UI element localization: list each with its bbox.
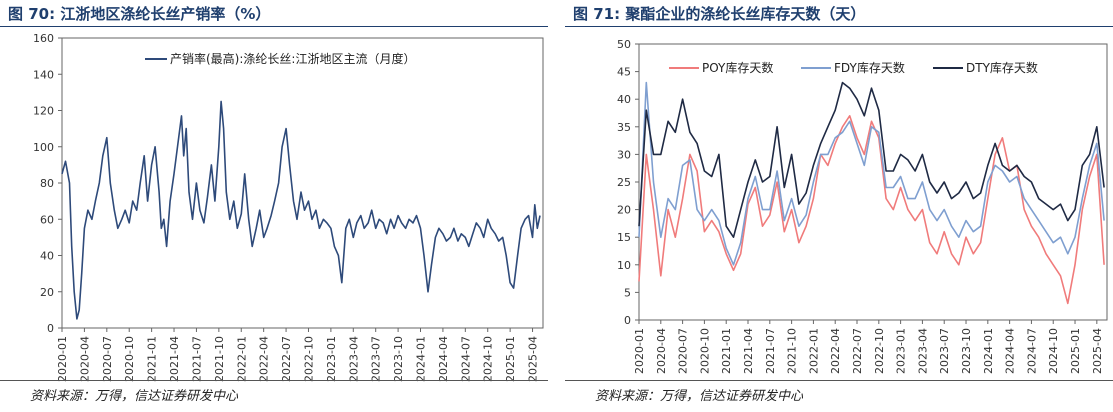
left-chart-source: 资料来源：万得，信达证券研发中心 bbox=[30, 389, 239, 404]
chart0-ytick-label-1: 20 bbox=[40, 286, 54, 299]
chart0-xtick-label-6: 2021-07 bbox=[190, 336, 203, 382]
chart1-xtick-label-4: 2021-01 bbox=[720, 328, 733, 374]
chart1-ytick-label-0: 0 bbox=[624, 314, 631, 327]
chart0-ytick-label-6: 120 bbox=[33, 105, 54, 118]
chart0-ytick-label-0: 0 bbox=[47, 322, 54, 335]
left-chart-title: 图 70: 江浙地区涤纶长丝产销率（%） bbox=[8, 5, 271, 23]
chart0-xtick-label-11: 2022-10 bbox=[302, 336, 315, 382]
left-source-divider bbox=[0, 380, 548, 381]
chart0-xtick-label-13: 2023-04 bbox=[347, 336, 360, 382]
chart1-ytick-label-10: 50 bbox=[617, 38, 631, 51]
chart0-xtick-label-8: 2022-01 bbox=[235, 336, 248, 382]
chart1-xtick-label-10: 2022-07 bbox=[851, 328, 864, 374]
chart1-ytick-label-8: 40 bbox=[617, 93, 631, 106]
chart1-xtick-label-5: 2021-04 bbox=[742, 328, 755, 374]
chart1-xtick-label-3: 2020-10 bbox=[698, 328, 711, 374]
chart1-ytick-label-5: 25 bbox=[617, 176, 631, 189]
chart1-ytick-label-6: 30 bbox=[617, 148, 631, 161]
chart0-xtick-label-12: 2023-01 bbox=[325, 336, 338, 382]
chart1-ytick-label-2: 10 bbox=[617, 259, 631, 272]
right-chart-svg: 0 5 10 15 20 25 30 35 40 45 50 2020-01 2020-04 2020-0… bbox=[617, 38, 1108, 374]
left-title-divider bbox=[0, 26, 548, 27]
chart1-xtick-label-18: 2024-07 bbox=[1025, 328, 1038, 374]
chart1-xtick-label-7: 2021-10 bbox=[786, 328, 799, 374]
chart1-xtick-label-9: 2022-04 bbox=[829, 328, 842, 374]
chart0-ytick-label-3: 60 bbox=[40, 213, 54, 226]
chart1-plot-frame bbox=[638, 43, 1108, 321]
chart1-ytick-label-1: 5 bbox=[624, 286, 631, 299]
chart1-xtick-label-13: 2023-04 bbox=[916, 328, 929, 374]
chart0-ytick-label-4: 80 bbox=[40, 177, 54, 190]
chart1-xtick-label-21: 2025-04 bbox=[1091, 328, 1104, 374]
chart0-xtick-label-7: 2021-10 bbox=[213, 336, 226, 382]
right-title-divider bbox=[565, 26, 1113, 27]
chart0-xtick-label-14: 2023-07 bbox=[370, 336, 383, 382]
chart0-xtick-label-17: 2024-04 bbox=[437, 336, 450, 382]
left-chart-panel: 图 70: 江浙地区涤纶长丝产销率（%） 0 20 40 60 80 100 120 140 1… bbox=[0, 0, 548, 412]
chart1-xtick-label-15: 2023-10 bbox=[960, 328, 973, 374]
chart0-xtick-label-16: 2024-01 bbox=[415, 336, 428, 382]
right-chart-source: 资料来源：万得，信达证券研发中心 bbox=[595, 389, 804, 404]
chart0-ytick-label-8: 160 bbox=[33, 32, 54, 45]
chart1-ytick-label-9: 45 bbox=[617, 66, 631, 79]
chart0-ytick-label-2: 40 bbox=[40, 250, 54, 263]
chart1-legend-label-0: POY库存天数 bbox=[702, 60, 773, 75]
left-chart-svg: 0 20 40 60 80 100 120 140 160 2020-01 2020-04 2020-… bbox=[33, 32, 544, 382]
chart1-xtick-label-17: 2024-04 bbox=[1004, 328, 1017, 374]
chart1-xtick-label-19: 2024-10 bbox=[1047, 328, 1060, 374]
chart1-xtick-label-12: 2023-01 bbox=[895, 328, 908, 374]
chart0-xtick-label-2: 2020-07 bbox=[101, 336, 114, 382]
chart0-legend-label-0: 产销率(最高):涤纶长丝:江浙地区主流（月度） bbox=[170, 51, 415, 66]
chart0-xtick-label-10: 2022-07 bbox=[280, 336, 293, 382]
chart0-ytick-label-7: 140 bbox=[33, 68, 54, 81]
chart1-series-line-1 bbox=[638, 81, 1105, 266]
chart1-xtick-label-20: 2025-01 bbox=[1069, 328, 1082, 374]
right-source-divider bbox=[565, 380, 1113, 381]
chart1-ytick-label-7: 35 bbox=[617, 121, 631, 134]
chart1-xtick-label-0: 2020-01 bbox=[633, 328, 646, 374]
chart0-xtick-label-18: 2024-07 bbox=[459, 336, 472, 382]
chart0-xtick-label-5: 2021-04 bbox=[168, 336, 181, 382]
right-chart-title: 图 71: 聚酯企业的涤纶长丝库存天数（天） bbox=[573, 5, 866, 23]
chart0-xtick-label-9: 2022-04 bbox=[258, 336, 271, 382]
chart0-xtick-label-19: 2024-10 bbox=[482, 336, 495, 382]
chart1-ytick-label-4: 20 bbox=[617, 204, 631, 217]
chart0-series-line-0 bbox=[61, 100, 541, 320]
chart0-xtick-label-21: 2025-04 bbox=[527, 336, 540, 382]
chart1-xtick-label-14: 2023-07 bbox=[938, 328, 951, 374]
chart1-xtick-label-8: 2022-01 bbox=[807, 328, 820, 374]
chart1-xtick-label-11: 2022-10 bbox=[873, 328, 886, 374]
chart1-xtick-label-16: 2024-01 bbox=[982, 328, 995, 374]
chart0-xtick-label-0: 2020-01 bbox=[56, 336, 69, 382]
chart1-legend-label-1: FDY库存天数 bbox=[834, 60, 905, 75]
chart0-xtick-label-1: 2020-04 bbox=[78, 336, 91, 382]
chart0-ytick-label-5: 100 bbox=[33, 141, 54, 154]
chart0-xtick-label-4: 2021-01 bbox=[146, 336, 159, 382]
chart0-xtick-label-15: 2023-10 bbox=[392, 336, 405, 382]
chart0-xtick-label-3: 2020-10 bbox=[123, 336, 136, 382]
chart1-ytick-label-3: 15 bbox=[617, 231, 631, 244]
chart1-xtick-label-6: 2021-07 bbox=[764, 328, 777, 374]
chart1-legend-label-2: DTY库存天数 bbox=[966, 60, 1038, 75]
chart1-series-line-0 bbox=[638, 115, 1105, 305]
chart0-plot-frame bbox=[61, 37, 544, 329]
chart1-xtick-label-2: 2020-07 bbox=[677, 328, 690, 374]
right-chart-panel: 图 71: 聚酯企业的涤纶长丝库存天数（天） 0 5 10 15 20 25 30 35 40 4… bbox=[565, 0, 1113, 412]
chart1-series-line-2 bbox=[638, 81, 1105, 238]
chart1-xtick-label-1: 2020-04 bbox=[655, 328, 668, 374]
chart0-xtick-label-20: 2025-01 bbox=[504, 336, 517, 382]
